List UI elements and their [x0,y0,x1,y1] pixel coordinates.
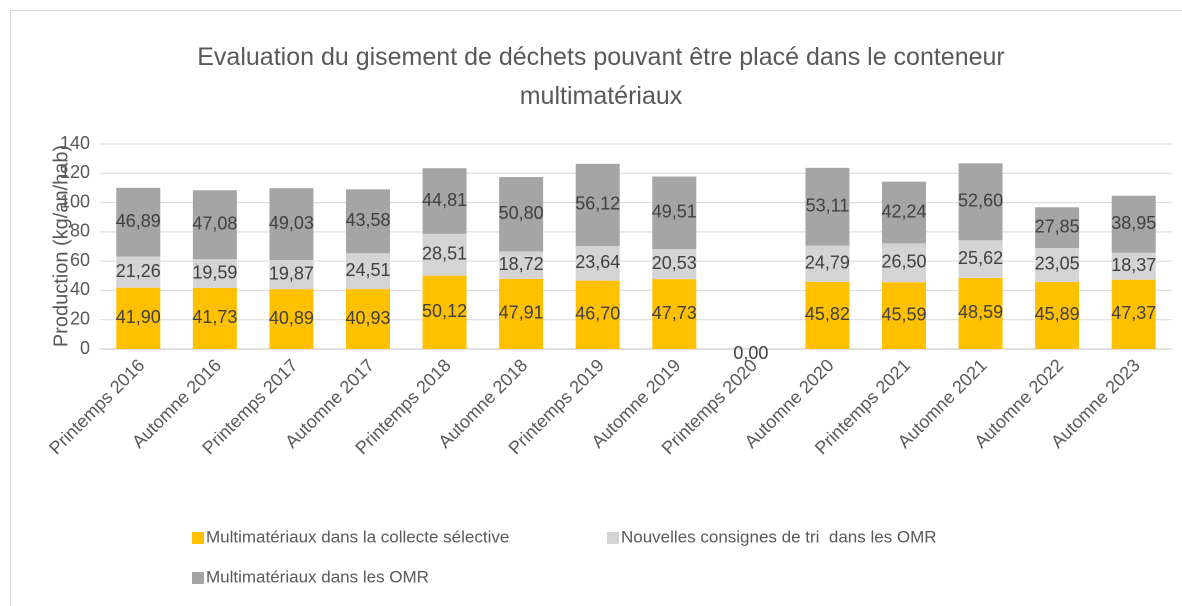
bar-segment [499,251,544,279]
data-label: 42,24 [881,201,926,221]
data-label: 38,95 [1111,213,1156,233]
legend-label: Nouvelles consignes de tri dans les OMR [621,527,937,546]
data-label: 45,59 [881,304,926,324]
data-label: 47,37 [1111,303,1156,323]
bar-segment [882,282,926,349]
y-axis-label: Production (kg/an/hab) [50,145,72,347]
y-tick-label: 140 [60,133,90,153]
bar-segment [1035,248,1080,282]
bar-segment [958,277,1003,349]
data-label: 46,89 [116,211,161,231]
data-label: 19,59 [192,262,237,282]
bar-segment [116,287,161,349]
legend-label: Multimatériaux dans les OMR [206,567,429,586]
data-label: 48,59 [958,302,1003,322]
data-label: 47,08 [192,213,237,233]
data-label: 50,80 [499,203,544,223]
bar-segment [1111,279,1156,349]
bar-segment [192,287,237,349]
legend-swatch [607,532,619,544]
data-label: 41,90 [116,307,161,327]
legend-swatch [192,572,204,584]
data-label: 40,93 [345,308,390,328]
legend-swatch [192,532,204,544]
bar-segment [805,167,850,246]
bar-segment [499,278,544,349]
data-label: 24,79 [805,253,850,273]
bar-segment [575,163,620,247]
bar-segment [422,233,467,276]
data-label: 27,85 [1035,216,1080,236]
data-label: 41,73 [192,307,237,327]
bar-segment [1111,195,1156,253]
bar-segment [652,249,697,280]
data-label: 45,89 [1035,304,1080,324]
bar-segment [958,163,1003,241]
data-label: 24,51 [345,260,390,280]
bar-segment [882,243,926,283]
data-label: 45,82 [805,304,850,324]
data-label: 18,72 [499,254,544,274]
y-tick-label: 40 [70,279,90,299]
bar-segment [575,246,620,281]
bar-segment [346,289,390,349]
data-label: 53,11 [806,195,850,215]
bar-segment [269,188,314,261]
bar-segment [499,177,544,252]
bar-segment [882,181,926,244]
data-label: 21,26 [116,261,161,281]
bar-segment [346,253,390,290]
bar-segment [958,240,1003,278]
legend-label: Multimatériaux dans la collecte sélectiv… [206,527,509,546]
bar-segment [652,279,697,349]
bar-segment [192,190,237,260]
bar-segment [1111,252,1156,280]
data-label: 20,53 [652,253,697,273]
y-tick-label: 100 [60,191,90,211]
data-label: 47,73 [652,303,697,323]
chart-title: Evaluation du gisement de déchets pouvan… [197,43,1005,110]
bar-segment [422,168,467,234]
data-label: 23,64 [575,252,620,272]
data-label: 28,51 [422,243,467,263]
y-tick-label: 0 [80,338,90,358]
bar-segment [422,275,467,349]
data-label: 23,05 [1035,254,1080,274]
data-label: 44,81 [422,190,467,210]
bar-segment [116,187,161,257]
bar-segment [116,256,161,288]
data-label: 0,00 [733,343,768,363]
bar-segment [1035,207,1080,249]
bar-segment [805,281,850,349]
bar-segment [269,289,314,349]
data-label: 19,87 [269,263,314,283]
data-label: 52,60 [958,191,1003,211]
bar-segment [346,189,390,254]
data-label: 43,58 [345,210,390,230]
data-label: 49,51 [652,202,697,222]
data-label: 50,12 [422,301,467,321]
data-label: 26,50 [881,252,926,272]
bar-segment [805,245,850,282]
data-label: 47,91 [499,303,544,323]
bar-segment [575,280,620,349]
data-label: 25,62 [958,248,1003,268]
bar-segment [269,260,314,290]
bar-segment [1035,281,1080,349]
data-label: 49,03 [269,213,314,233]
chart-frame [10,10,1182,606]
y-tick-label: 120 [60,162,90,182]
data-label: 18,37 [1111,255,1156,275]
bar-segment [192,259,237,288]
y-tick-label: 80 [70,221,90,241]
y-tick-label: 60 [70,250,90,270]
data-label: 40,89 [269,308,314,328]
data-label: 56,12 [575,194,620,214]
data-label: 46,70 [575,304,620,324]
y-tick-label: 20 [70,308,90,328]
bar-segment [652,176,697,250]
